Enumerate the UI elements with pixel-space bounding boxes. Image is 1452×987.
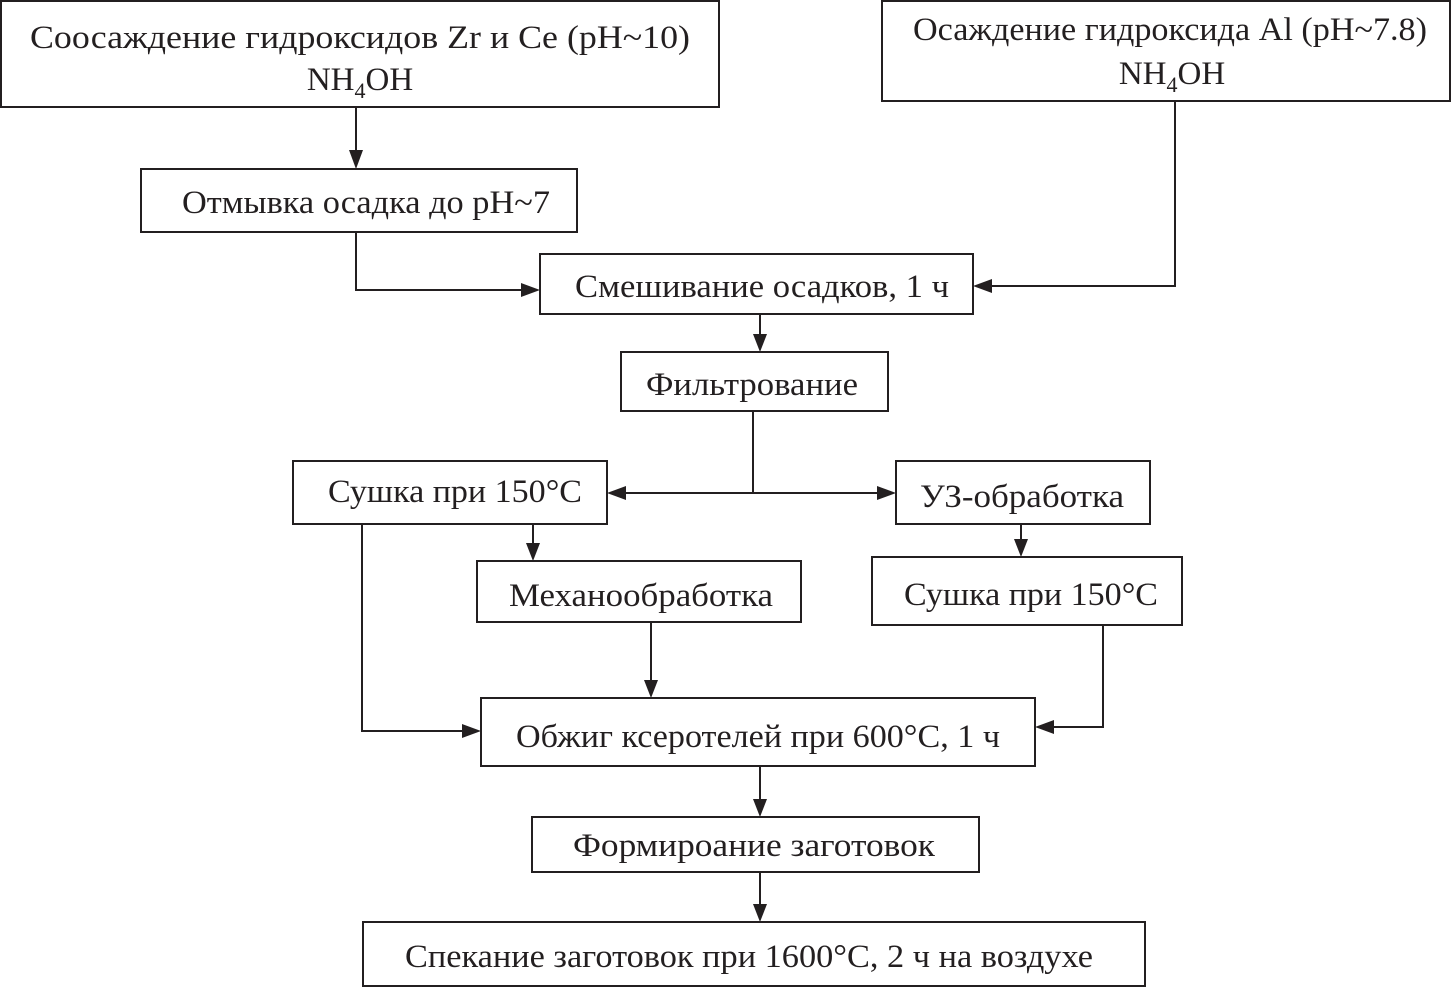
arrowhead [1035, 720, 1054, 734]
edge-drying1-calcination [361, 524, 471, 732]
arrowhead [644, 680, 658, 698]
edge-al-mixing [983, 101, 1176, 287]
node-label: Соосаждение гидроксидов Zr и Ce (pH~10) [30, 20, 690, 56]
arrowhead [349, 150, 363, 169]
arrowhead [877, 486, 896, 500]
node-drying1: Сушка при 150°C [292, 460, 608, 525]
arrowhead [521, 283, 540, 297]
node-label: Формироание заготовок [573, 828, 936, 864]
edge-washing-mixing [355, 232, 530, 291]
node-label: Смешивание осадков, 1 ч [575, 269, 949, 305]
node-label: Фильтрование [646, 367, 858, 403]
node-calcination: Обжиг ксеротелей при 600°C, 1 ч [480, 697, 1036, 767]
node-label: Отмывка осадка до pH~7 [182, 185, 550, 221]
arrowhead [526, 543, 540, 561]
node-filtering: Фильтрование [620, 351, 889, 412]
arrowhead [973, 279, 992, 293]
node-label: Спекание заготовок при 1600°C, 2 ч на во… [405, 939, 1093, 975]
node-drying2: Сушка при 150°C [871, 556, 1183, 626]
node-label-formula: NH4OH [307, 62, 413, 103]
node-label: Сушка при 150°C [904, 577, 1158, 613]
node-al-precip: Осаждение гидроксида Al (pH~7.8) NH4OH [881, 0, 1451, 102]
node-label: Обжиг ксеротелей при 600°C, 1 ч [516, 719, 1000, 755]
node-label: УЗ-обработка [920, 479, 1124, 515]
node-label: Осаждение гидроксида Al (pH~7.8) [913, 12, 1427, 48]
node-coprecip: Соосаждение гидроксидов Zr и Ce (pH~10) … [0, 0, 720, 108]
arrowhead [607, 486, 626, 500]
node-mixing: Смешивание осадков, 1 ч [539, 253, 974, 315]
arrowhead [753, 334, 767, 352]
arrowhead [462, 724, 481, 738]
node-label: Механообработка [509, 578, 773, 614]
connectors [349, 101, 1176, 922]
node-forming: Формироание заготовок [531, 816, 980, 873]
node-sintering: Спекание заготовок при 1600°C, 2 ч на во… [362, 921, 1146, 987]
edge-filtering-branch [617, 411, 886, 494]
node-mechanical: Механообработка [476, 560, 802, 623]
node-label-formula: NH4OH [1119, 56, 1225, 97]
arrowhead [753, 799, 767, 817]
node-label: Сушка при 150°C [328, 474, 582, 510]
arrowhead [1014, 539, 1028, 557]
edge-drying2-calcination [1045, 625, 1104, 728]
node-washing: Отмывка осадка до pH~7 [140, 168, 578, 233]
node-ultrasound: УЗ-обработка [895, 460, 1151, 525]
arrowhead [753, 904, 767, 922]
